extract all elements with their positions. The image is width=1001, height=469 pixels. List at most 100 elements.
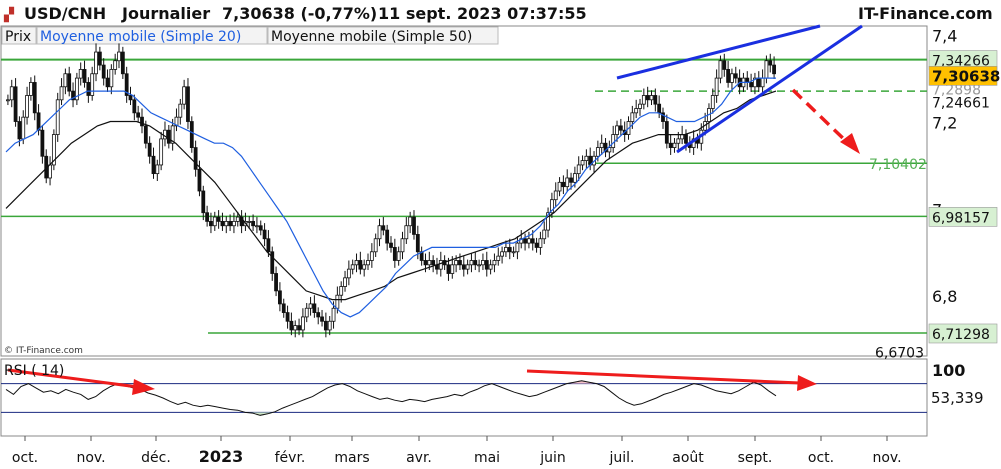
candle-body: [615, 125, 619, 135]
candle-body: [350, 264, 355, 270]
candle-body: [576, 164, 581, 175]
candle-body: [320, 316, 324, 322]
candle-body: [297, 325, 301, 331]
candle-body: [251, 220, 255, 227]
candle-body: [266, 238, 271, 253]
candle-body: [481, 260, 485, 266]
candle-body: [714, 77, 719, 96]
candle-body: [369, 251, 374, 261]
candle-body: [166, 129, 171, 144]
candle-body: [304, 307, 309, 318]
x-tick-label: nov.: [872, 450, 901, 466]
candle-body: [469, 260, 474, 266]
candle-body: [549, 199, 554, 214]
candle-body: [726, 69, 731, 83]
x-tick-label: oct.: [12, 450, 38, 466]
candle-body: [630, 112, 635, 122]
candle-body: [638, 103, 642, 109]
candle-body: [557, 181, 562, 192]
candle-body: [718, 60, 723, 79]
candle-body: [63, 73, 68, 88]
candle-body: [197, 168, 202, 192]
quote: 7,30638 (-0,77%): [222, 4, 377, 23]
candle-body: [684, 134, 688, 144]
candle-body: [109, 69, 114, 88]
candle-body: [756, 77, 761, 88]
candle-body: [285, 312, 290, 322]
candle-body: [136, 112, 141, 118]
candle-body: [749, 82, 753, 88]
candle-body: [209, 220, 213, 227]
projection-arrow-shaft: [791, 88, 852, 147]
candle-body: [389, 242, 393, 248]
candle-body: [753, 77, 757, 88]
candle-body: [90, 73, 95, 96]
candle-body: [634, 108, 639, 114]
axes: 7,47,276,87,342667,28987,306387,246617,1…: [12, 27, 1000, 466]
candle-body: [415, 234, 420, 253]
rsi-arrow-2-head: [797, 375, 817, 391]
legend-box-ma50: [267, 26, 499, 45]
candle-body: [193, 147, 198, 170]
candle-body: [400, 238, 405, 253]
candle-body: [373, 238, 378, 253]
candle-body: [538, 238, 543, 248]
candle-body: [29, 82, 33, 96]
candle-body: [247, 220, 252, 223]
candle-body: [572, 173, 577, 183]
candle-body: [323, 320, 328, 331]
candle-body: [668, 142, 673, 148]
candle-body: [408, 216, 413, 227]
candle-body: [488, 264, 493, 270]
candle-body: [178, 103, 183, 118]
watermark: © IT-Finance.com: [4, 346, 83, 356]
candle-body: [764, 60, 769, 79]
legend-prix: Prix: [5, 29, 31, 45]
x-tick-label: nov.: [76, 450, 105, 466]
candle-body: [515, 242, 520, 253]
candle-body: [94, 51, 98, 75]
candle-body: [335, 294, 340, 309]
candle-body: [477, 264, 482, 267]
candle-body: [431, 260, 436, 266]
candle-body: [680, 134, 685, 140]
candle-body: [427, 260, 432, 266]
candle-body: [385, 229, 390, 244]
candle-body: [132, 99, 137, 114]
candle-body: [760, 77, 765, 88]
candle-body: [316, 312, 321, 318]
candle-body: [174, 116, 179, 127]
candle-body: [354, 260, 359, 266]
candle-body: [21, 116, 26, 140]
candle-body: [603, 142, 608, 153]
x-tick-label: avr.: [406, 450, 432, 466]
channel-upper-line: [616, 24, 821, 80]
datetime: 11 sept. 2023 07:37:55: [378, 4, 587, 23]
candle-body: [454, 260, 459, 266]
candle-body: [289, 320, 294, 331]
x-tick-label: oct.: [808, 450, 834, 466]
candle-body: [527, 238, 531, 244]
candle-body: [281, 303, 286, 313]
candle-body: [258, 225, 263, 231]
candle-body: [67, 73, 72, 92]
candle-body: [170, 125, 175, 144]
price-tag-support1: 6,98157: [932, 210, 990, 226]
candle-body: [565, 177, 570, 188]
rsi-panel: [0, 358, 928, 437]
candle-body: [569, 177, 573, 183]
candle-body: [611, 134, 616, 148]
candle-body: [530, 238, 535, 244]
price-tag-last: 7,30638: [932, 67, 1000, 85]
legend-ma20: Moyenne mobile (Simple 20): [40, 29, 241, 45]
rsi-last-value: 53,339: [931, 389, 984, 407]
candle-body: [366, 260, 370, 266]
candle-body: [327, 320, 332, 331]
price-tag-support1-bg: [928, 207, 998, 227]
candle-body: [17, 121, 22, 140]
candle-body: [507, 247, 512, 253]
ma20-line: [5, 77, 776, 318]
candle-body: [97, 51, 102, 66]
rsi-arrow-1-shaft: [7, 368, 139, 389]
